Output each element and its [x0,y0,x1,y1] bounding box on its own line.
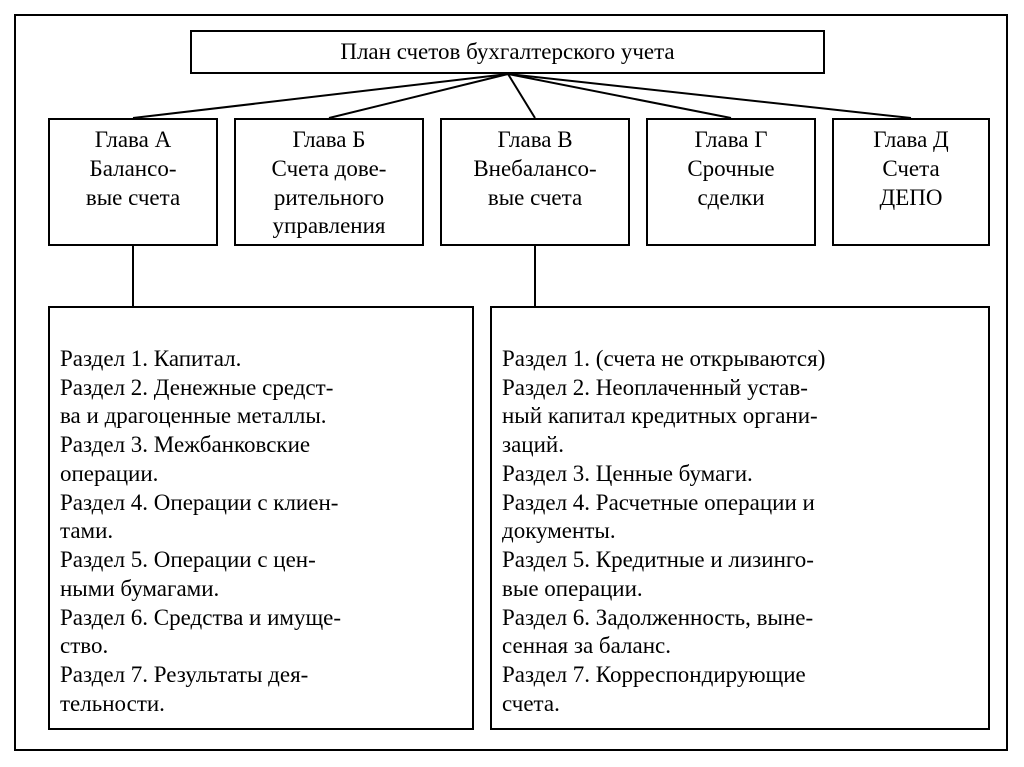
chapter-b-box: Глава БСчета дове-рительногоуправления [234,118,424,246]
sections-left-box: Раздел 1. Капитал.Раздел 2. Денежные сре… [48,306,474,730]
chapter-g-text: Глава ГСрочныесделки [687,127,774,210]
chapter-g-box: Глава ГСрочныесделки [646,118,816,246]
chapter-b-text: Глава БСчета дове-рительногоуправления [272,127,387,238]
chapter-a-text: Глава АБалансо-вые счета [86,127,180,210]
sections-right-text: Раздел 1. (счета не открываются)Раздел 2… [502,346,825,716]
chapter-d-text: Глава ДСчетаДЕПО [873,127,948,210]
sections-left-text: Раздел 1. Капитал.Раздел 2. Денежные сре… [60,346,341,716]
diagram-canvas: План счетов бухгалтерского учета Глава А… [0,0,1024,767]
sections-right-box: Раздел 1. (счета не открываются)Раздел 2… [490,306,990,730]
chapter-v-box: Глава ВВнебалансо-вые счета [440,118,630,246]
chapter-v-text: Глава ВВнебалансо-вые счета [473,127,596,210]
chapter-d-box: Глава ДСчетаДЕПО [832,118,990,246]
chapter-a-box: Глава АБалансо-вые счета [48,118,218,246]
title-text: План счетов бухгалтерского учета [340,38,674,67]
title-box: План счетов бухгалтерского учета [190,30,825,74]
